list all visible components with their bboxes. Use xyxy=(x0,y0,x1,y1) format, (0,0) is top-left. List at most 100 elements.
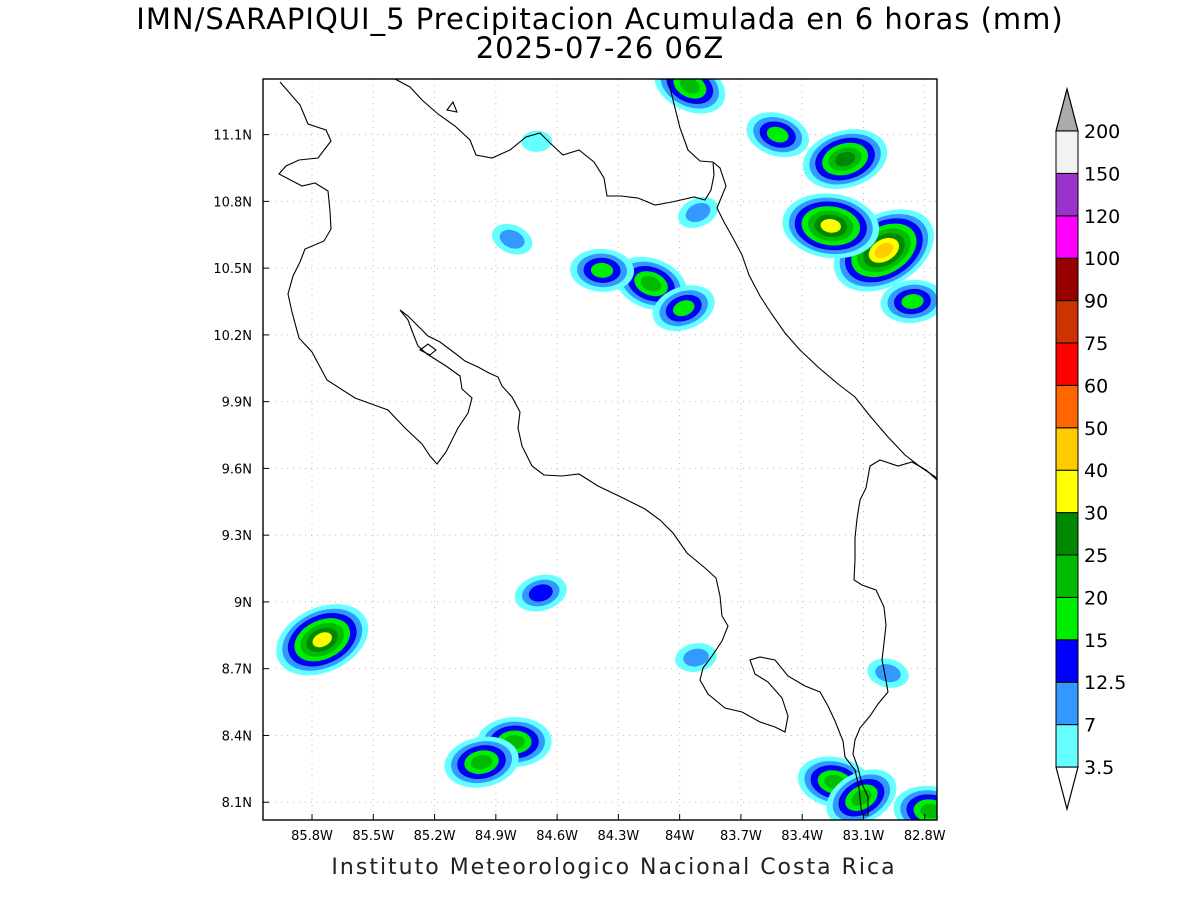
precip-contour xyxy=(312,632,332,648)
precip-contour xyxy=(685,202,711,223)
colorbar-underflow-triangle xyxy=(1055,766,1079,812)
precip-contour xyxy=(679,79,700,94)
lon-tick-label: 85.2W xyxy=(414,829,456,844)
colorbar-level-label: 40 xyxy=(1084,460,1108,482)
lat-tick-label: 8.1N xyxy=(222,796,252,811)
lon-tick-label: 85.5W xyxy=(352,829,394,844)
colorbar-level-label: 12.5 xyxy=(1084,672,1126,694)
precip-cell xyxy=(782,193,880,259)
lat-tick-label: 9.6N xyxy=(222,462,252,477)
precip-cell xyxy=(826,769,897,820)
colorbar-level-label: 15 xyxy=(1084,630,1108,652)
colorbar-swatch xyxy=(1055,130,1079,174)
precip-contour xyxy=(590,262,614,278)
colorbar-swatch xyxy=(1055,427,1079,471)
longitude-axis: 85.8W 85.5W 85.2W 84.9W 84.6W 84.3W 84W 83.7W 83… xyxy=(291,814,946,844)
precip-contour xyxy=(672,300,695,317)
precip-cell xyxy=(570,248,635,292)
colorbar-swatch xyxy=(1055,342,1079,386)
precip-cell xyxy=(678,196,719,229)
precip-cell xyxy=(746,112,809,158)
precip-contour xyxy=(766,126,789,143)
lat-tick-label: 9.3N xyxy=(222,529,252,544)
precip-cell xyxy=(675,643,717,673)
precip-contour xyxy=(901,294,924,310)
precip-cell xyxy=(514,574,567,612)
lon-tick-label: 84.9W xyxy=(475,829,517,844)
lat-tick-label: 9N xyxy=(234,596,252,611)
precip-cell xyxy=(880,279,937,324)
precip-contour xyxy=(820,219,841,233)
lon-tick-label: 84.6W xyxy=(536,829,578,844)
precip-cell xyxy=(654,79,726,114)
colorbar-swatch xyxy=(1055,639,1079,683)
lon-tick-label: 82.8W xyxy=(904,829,946,844)
colorbar-level-label: 3.5 xyxy=(1084,757,1114,779)
colorbar-overflow-triangle xyxy=(1055,86,1079,132)
precip-contour xyxy=(683,648,709,667)
caribbean-coast-north xyxy=(667,79,713,163)
precip-cell xyxy=(652,285,715,332)
precip-cell xyxy=(803,129,888,190)
precip-cell xyxy=(867,658,909,688)
nicaragua-costa-rica-border xyxy=(394,79,937,479)
precip-contour xyxy=(874,242,894,258)
chart-subtitle: 2025-07-26 06Z xyxy=(475,31,725,65)
colorbar-level-label: 150 xyxy=(1084,163,1120,185)
lon-tick-label: 83.7W xyxy=(720,829,762,844)
precip-cell xyxy=(893,785,937,820)
precip-cell xyxy=(276,604,369,676)
precip-contour xyxy=(640,276,662,292)
grid-lines xyxy=(263,79,937,820)
precip-contour xyxy=(920,803,937,819)
colorbar-level-label: 90 xyxy=(1084,291,1108,313)
colorbar-swatch xyxy=(1055,596,1079,641)
precipitation-field xyxy=(276,79,937,820)
lon-tick-label: 85.8W xyxy=(291,829,333,844)
chart-title: IMN/SARAPIQUI_5 Precipitacion Acumulada … xyxy=(136,2,1064,36)
colorbar-level-label: 120 xyxy=(1084,206,1120,228)
precip-contour xyxy=(834,151,856,167)
colorbar-swatch xyxy=(1055,384,1079,429)
precip-cell xyxy=(444,736,519,788)
lat-tick-label: 10.2N xyxy=(213,329,252,344)
lat-tick-label: 11.1N xyxy=(213,129,252,144)
lat-tick-label: 10.5N xyxy=(213,262,252,277)
lon-tick-label: 84W xyxy=(665,829,695,844)
colorbar-swatch xyxy=(1055,300,1079,344)
nicoya-island xyxy=(418,343,437,356)
precip-contour xyxy=(470,754,493,770)
colorbar-swatch xyxy=(1055,257,1079,302)
coastlines xyxy=(278,79,937,816)
colorbar-level-label: 25 xyxy=(1084,545,1108,567)
colorbar-level-label: 30 xyxy=(1084,503,1108,525)
map-frame xyxy=(262,78,938,821)
lat-tick-label: 8.7N xyxy=(222,663,252,678)
precip-contour xyxy=(875,664,901,683)
colorbar-swatch xyxy=(1055,512,1079,556)
colorbar-swatch xyxy=(1055,554,1079,598)
lat-tick-label: 8.4N xyxy=(222,729,252,744)
colorbar-level-label: 7 xyxy=(1084,715,1096,737)
colorbar-swatch xyxy=(1055,469,1079,514)
colorbar-swatch xyxy=(1055,172,1079,217)
lon-tick-label: 83.4W xyxy=(781,829,823,844)
colorbar-level-label: 60 xyxy=(1084,375,1108,397)
colorbar-swatch xyxy=(1055,724,1079,768)
colorbar-swatch xyxy=(1055,681,1079,726)
colorbar-level-label: 20 xyxy=(1084,587,1108,609)
lake-island xyxy=(446,100,458,113)
nicaragua-pacific-coast xyxy=(278,81,937,816)
colorbar-legend: 3.5 7 12.5 15 20 25 30 40 50 60 75 90 100 120 150 200 xyxy=(1055,86,1126,812)
colorbar-level-label: 200 xyxy=(1084,121,1120,143)
precip-contour xyxy=(528,584,553,602)
colorbar-level-label: 75 xyxy=(1084,333,1108,355)
lon-tick-label: 84.3W xyxy=(597,829,639,844)
latitude-axis: 11.1N 10.8N 10.5N 10.2N 9.9N 9.6N 9.3N 9N 8.7N 8.… xyxy=(213,129,269,811)
lat-tick-label: 10.8N xyxy=(213,195,252,210)
colorbar-level-label: 100 xyxy=(1084,248,1120,270)
colorbar-swatch xyxy=(1055,215,1079,259)
colorbar-level-label: 50 xyxy=(1084,418,1108,440)
precip-cell xyxy=(491,223,533,255)
